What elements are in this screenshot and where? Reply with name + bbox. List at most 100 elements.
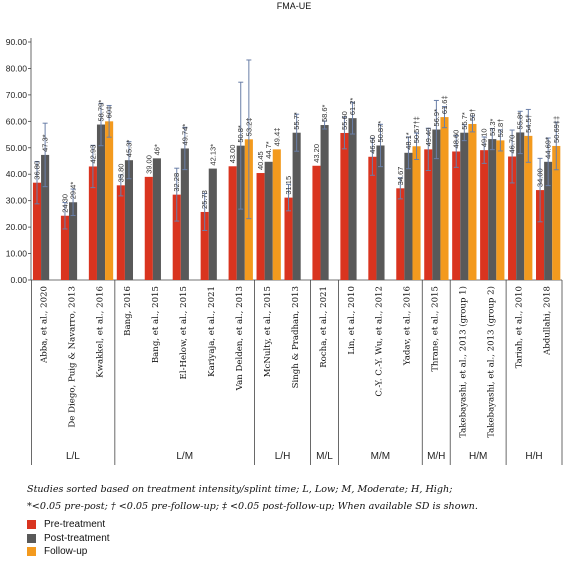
bar-pre (508, 156, 517, 280)
legend-item-pre: Pre-treatment (27, 518, 110, 532)
bar-post (516, 132, 525, 280)
bar-post (152, 158, 161, 280)
group-label: H/M (469, 451, 487, 462)
y-tick-label: 90.00 (6, 37, 28, 47)
value-label-fu: 52.8† (496, 119, 505, 138)
y-tick-label: 0.00 (10, 275, 27, 285)
group-label: L/H (275, 451, 291, 462)
bar-post (544, 161, 553, 280)
bar-pre (284, 197, 293, 280)
category-label: Thrane, et al., 2015 (431, 286, 441, 372)
bar-pre (368, 156, 377, 280)
bar-pre (424, 149, 433, 280)
y-tick-label: 40.00 (6, 169, 28, 179)
bar-post (180, 148, 189, 280)
chart-title: FMA-UE (277, 1, 312, 11)
value-label-pre: 24.30 (60, 194, 69, 213)
legend-swatch-post (27, 533, 36, 543)
category-label: Yadav, et al., 2016 (403, 286, 413, 366)
value-label-pre: 34.00 (536, 168, 545, 187)
bar-pre (480, 150, 489, 280)
group-label: H/H (525, 451, 542, 462)
category-label: Bang, 2016 (123, 286, 133, 336)
bar-post (488, 139, 497, 280)
category-label: Lin, et al., 2010 (347, 286, 357, 355)
bar-pre (256, 173, 265, 280)
value-label-pre: 39.00 (144, 155, 153, 174)
value-label-pre: 40.45 (256, 151, 265, 170)
value-label-pre: 46.70 (508, 135, 517, 154)
value-label-post: 61.2* (348, 98, 357, 116)
value-label-fu: 54.5† (524, 114, 533, 133)
category-label: Kwakkel, et al., 2016 (95, 286, 105, 378)
category-label: McNulty, et al., 2015 (263, 286, 273, 377)
bar-post (292, 132, 301, 280)
bar-post (432, 129, 441, 280)
legend-label-post: Post-treatment (44, 532, 110, 544)
value-label-post: 49.74* (180, 124, 189, 146)
bar-post (69, 202, 78, 280)
bar-pre (340, 132, 349, 280)
bar-pre (200, 211, 209, 280)
category-label: Van Delden, et al., 2013 (235, 286, 245, 391)
bar-fu (412, 146, 421, 280)
bar-post (124, 160, 134, 280)
bar-fu (440, 117, 449, 280)
bars-layer (32, 117, 561, 280)
value-label-pre: 32.28 (172, 173, 181, 192)
bar-pre (144, 176, 153, 280)
fma-ue-chart: FMA-UE 0.00 10.00 20.00 30.00 40.00 50.00 60.0… (6, 1, 563, 465)
y-tick-label: 50.00 (6, 143, 28, 153)
bar-fu (468, 123, 477, 280)
value-label-post: 55.7* (460, 112, 469, 130)
value-label-post: 42.13* (208, 144, 217, 166)
y-tick-label: 30.00 (6, 196, 28, 206)
legend-item-post: Post-treatment (27, 532, 110, 546)
bar-post (236, 145, 245, 280)
chart-notes: Studies sorted based on treatment intens… (27, 481, 562, 515)
bar-pre (32, 182, 42, 280)
bar-fu (496, 140, 505, 280)
value-label-pre: 49.40 (424, 128, 433, 147)
bar-post (460, 132, 469, 280)
value-label-post: 44.69* (544, 137, 553, 159)
value-label-fu: 49.4‡ (272, 128, 281, 147)
group-label: M/H (427, 451, 445, 462)
value-label-pre: 46.60 (368, 135, 377, 154)
bar-pre (60, 215, 70, 280)
error-bars-layer (34, 59, 559, 231)
group-label: L/M (176, 451, 193, 462)
legend-swatch-followup (27, 547, 36, 557)
value-label-fu: 50.69‡‡ (552, 116, 561, 143)
group-label: L/L (66, 451, 80, 462)
value-label-fu: 50.57†‡ (412, 116, 421, 143)
bar-pre (88, 166, 97, 280)
category-label: De Diego, Puig & Navarro, 2013 (67, 286, 77, 428)
value-label-post: 29.4* (69, 182, 78, 200)
value-label-pre: 31.15 (284, 176, 293, 195)
bar-pre (172, 194, 181, 280)
bar-fu (105, 121, 114, 280)
value-label-pre: 34.67 (396, 167, 405, 186)
category-label: Takebayashi, et al., 2013 (group 2) (486, 286, 497, 438)
category-label: Abdullahi, 2018 (542, 286, 552, 356)
value-label-post: 46* (152, 144, 161, 155)
bar-post (320, 125, 329, 280)
value-label-pre: 49.10 (480, 128, 489, 147)
bar-pre (452, 151, 461, 280)
bar-post (264, 161, 273, 280)
category-label: Bang, et al., 2015 (151, 286, 161, 363)
legend: Pre-treatment Post-treatment Follow-up (27, 518, 110, 559)
notes-line-2: *<0.05 pre-post; † <0.05 pre-follow-up; … (27, 501, 478, 512)
y-tick-label: 20.00 (6, 222, 28, 232)
value-label-fu: 53.2‡ (244, 118, 253, 137)
bar-pre (536, 190, 545, 280)
bar-fu (552, 145, 561, 280)
value-label-pre: 35.80 (116, 164, 125, 183)
value-label-post: 47.3* (41, 134, 50, 152)
value-label-fu: 59† (468, 108, 477, 121)
value-label-post: 58.6* (320, 104, 329, 122)
bar-pre (228, 166, 237, 280)
value-label-post: 48.1* (404, 132, 413, 150)
